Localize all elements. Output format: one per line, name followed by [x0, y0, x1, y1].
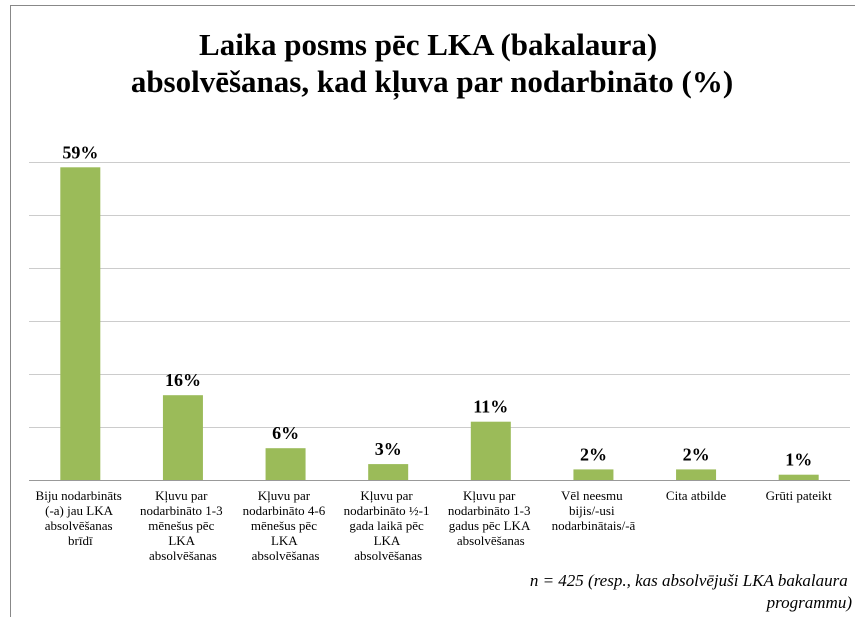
x-tick-label: Grūti pateikt — [766, 488, 832, 503]
chart-title: Laika posms pēc LKA (bakalaura) absolvēš… — [131, 27, 733, 100]
bar — [60, 167, 101, 481]
bar — [778, 474, 819, 480]
data-label: 2% — [580, 444, 607, 464]
x-tick-label: Cita atbilde — [666, 488, 727, 503]
data-label: 16% — [165, 370, 201, 390]
data-label: 2% — [683, 444, 710, 464]
annotation: n = 425 (resp., kas absolvējuši LKA baka… — [530, 571, 853, 612]
data-label: 6% — [272, 423, 299, 443]
x-tick-label: Kļuvu par nodarbināto ½-1 gada laikā pēc… — [344, 488, 433, 563]
data-label: 59% — [62, 142, 98, 162]
bar — [573, 469, 614, 480]
bar — [265, 448, 306, 480]
x-tick-label: Kļuvu par nodarbināto 1-3 gadus pēc LKA … — [448, 488, 534, 548]
x-tick-label: Kļuvu par nodarbināto 1-3 mēnešus pēc LK… — [140, 488, 226, 563]
data-label: 3% — [375, 439, 402, 459]
x-tick-label: Biju nodarbināts (-a) jau LKA absolvēšan… — [36, 488, 126, 548]
bar — [676, 469, 717, 480]
bar — [162, 395, 203, 480]
data-label: 11% — [473, 397, 508, 417]
x-tick-label: Kļuvu par nodarbināto 4-6 mēnešus pēc LK… — [243, 488, 329, 563]
data-label: 1% — [785, 450, 812, 470]
bar — [470, 421, 511, 480]
x-tick-label: Vēl neesmu bijis/-usi nodarbinātais/-ā — [552, 488, 636, 533]
bar — [368, 464, 409, 480]
